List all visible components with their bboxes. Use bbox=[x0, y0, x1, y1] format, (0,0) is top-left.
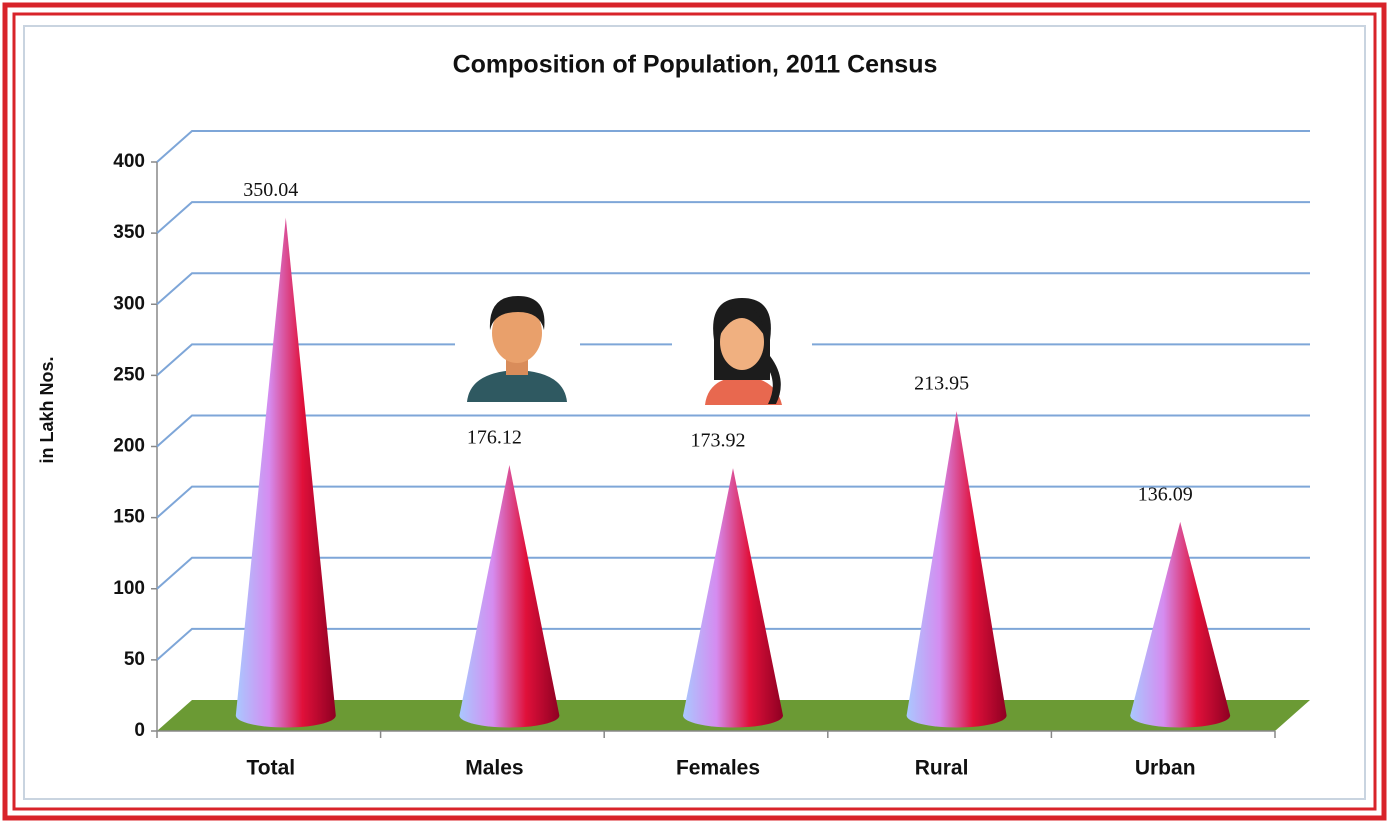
cone-body bbox=[1130, 521, 1231, 728]
data-label: 136.09 bbox=[1138, 484, 1193, 506]
data-label: 173.92 bbox=[691, 430, 746, 452]
grid-line bbox=[156, 130, 1310, 163]
y-tick-label: 200 bbox=[113, 436, 145, 457]
cone-body bbox=[906, 411, 1007, 728]
x-tick-label: Rural bbox=[915, 757, 969, 780]
cone bbox=[1130, 521, 1231, 728]
y-axis-label: in Lakh Nos. bbox=[37, 356, 57, 463]
x-tick-label: Urban bbox=[1135, 757, 1196, 780]
cone bbox=[683, 468, 783, 728]
grid-line bbox=[156, 343, 1310, 377]
cone-body bbox=[683, 468, 783, 728]
grid-line bbox=[156, 485, 1310, 519]
y-tick-label: 350 bbox=[113, 222, 145, 243]
grid-line bbox=[156, 201, 1310, 234]
grid-line bbox=[156, 414, 1310, 448]
cone-body bbox=[235, 217, 336, 728]
data-label: 350.04 bbox=[243, 179, 298, 201]
y-tick-label: 150 bbox=[113, 507, 145, 528]
cone bbox=[235, 217, 336, 728]
plot-frame bbox=[23, 25, 1366, 800]
cone bbox=[459, 464, 560, 728]
female-icon bbox=[672, 292, 812, 405]
x-tick-label: Males bbox=[465, 757, 523, 780]
data-label: 213.95 bbox=[914, 373, 969, 395]
male-icon bbox=[455, 292, 580, 404]
y-tick-label: 300 bbox=[113, 293, 145, 314]
x-tick-label: Females bbox=[676, 757, 760, 780]
y-tick-label: 250 bbox=[113, 364, 145, 385]
y-tick-label: 400 bbox=[113, 151, 145, 172]
y-tick-label: 50 bbox=[124, 649, 145, 670]
y-tick-label: 0 bbox=[134, 720, 145, 741]
y-tick-label: 100 bbox=[113, 578, 145, 599]
cone bbox=[906, 411, 1007, 728]
data-label: 176.12 bbox=[467, 427, 522, 449]
cone-body bbox=[459, 464, 560, 728]
inner-frame bbox=[12, 12, 1377, 811]
chart-title: Composition of Population, 2011 Census bbox=[453, 51, 938, 79]
x-tick-label: Total bbox=[246, 757, 295, 780]
grid-line bbox=[156, 272, 1310, 305]
